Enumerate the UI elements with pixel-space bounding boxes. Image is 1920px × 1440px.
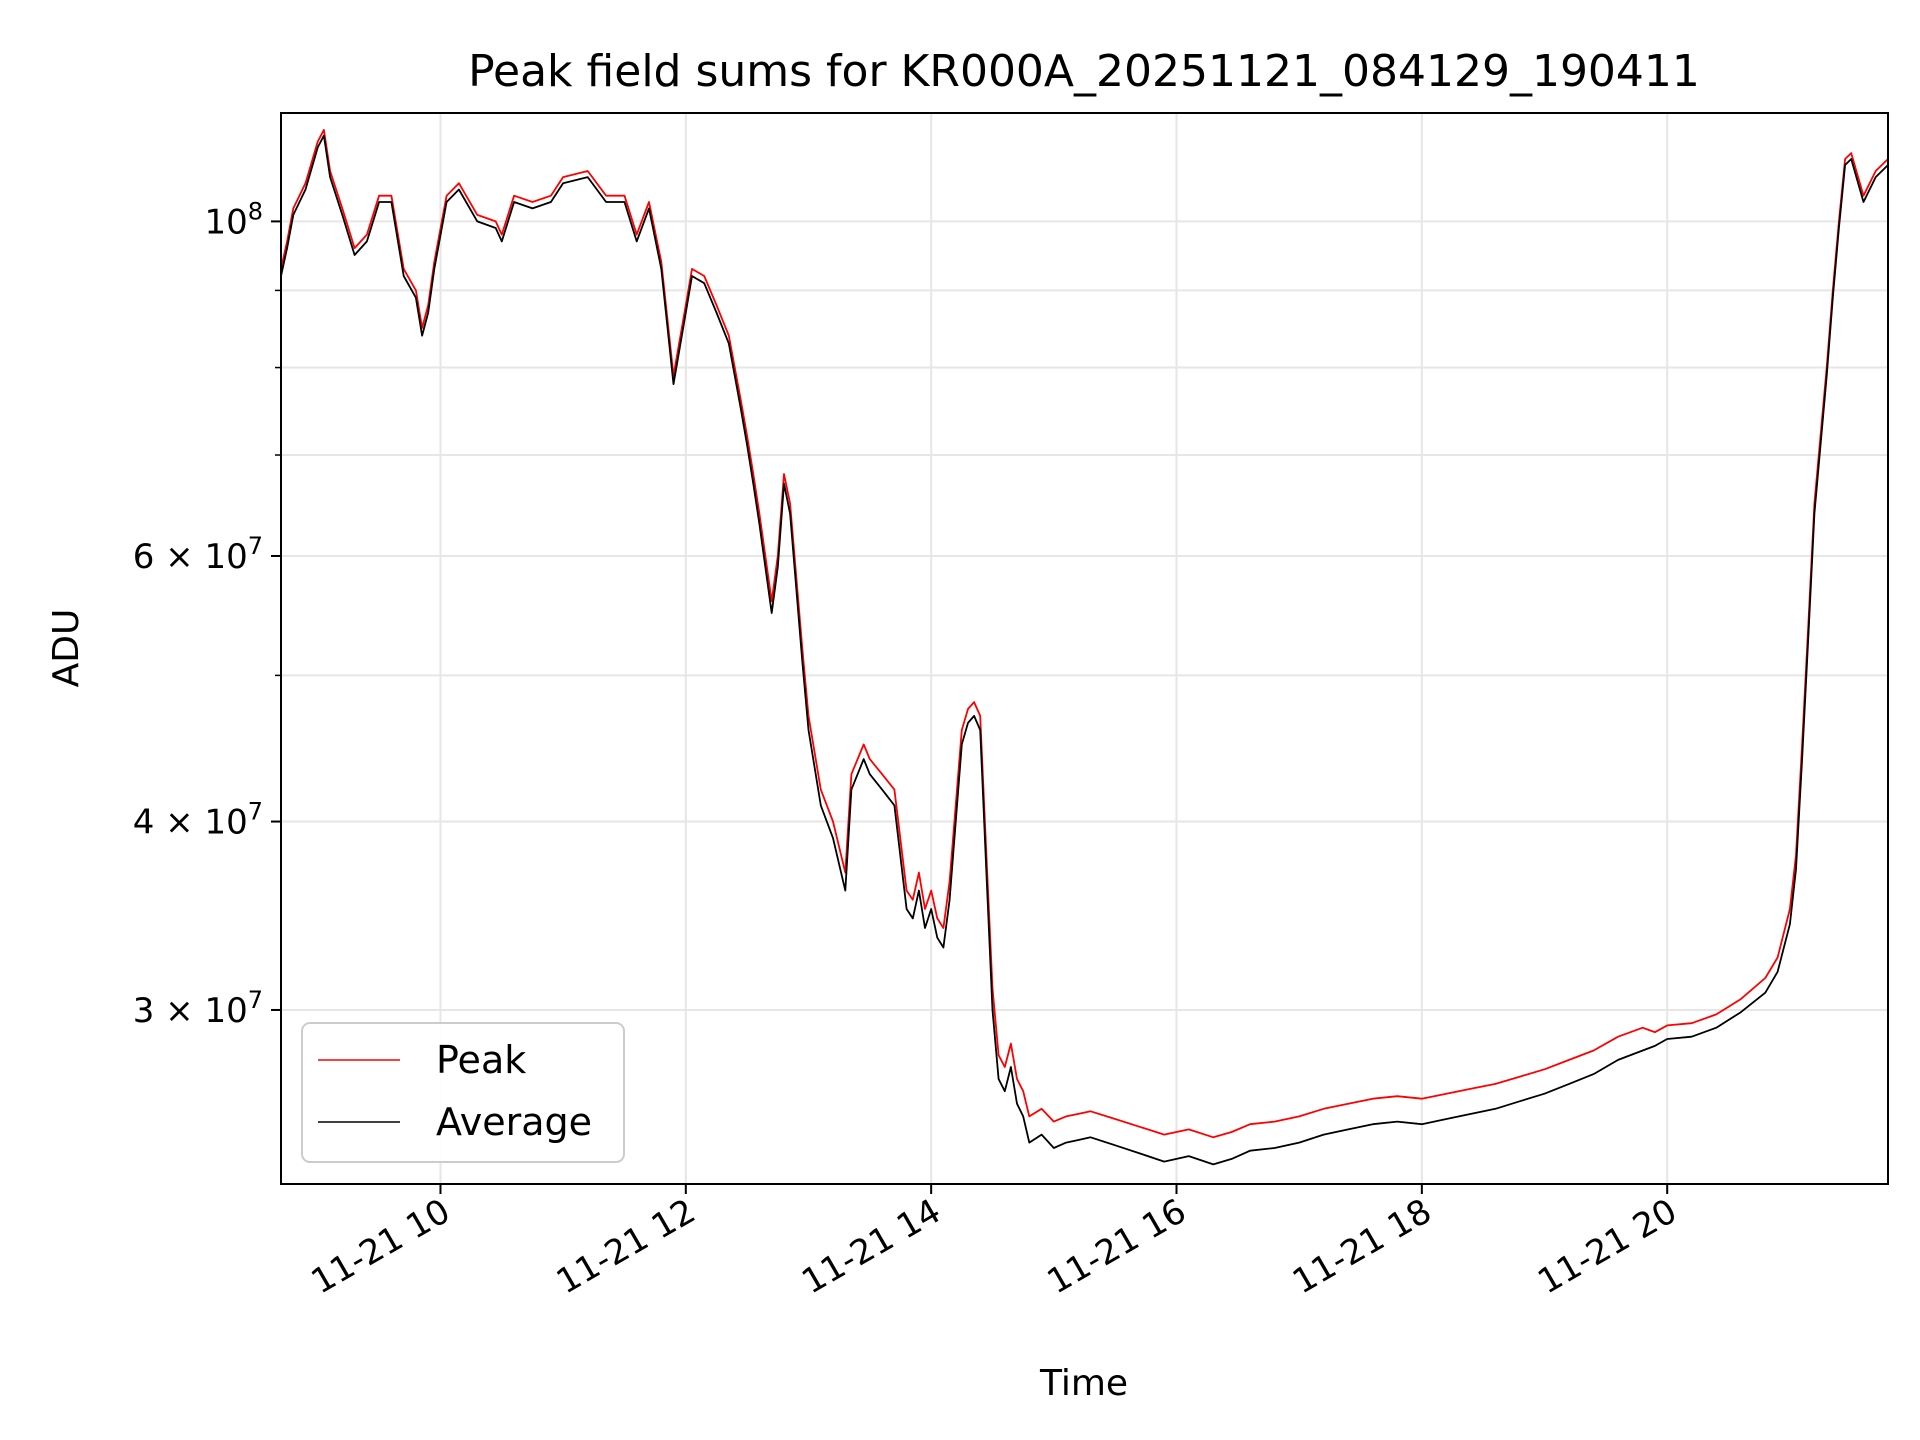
series-layer [280,129,1889,1166]
y-tick-label: 6 × 107 [133,532,263,577]
chart-title: Peak field sums for KR000A_20251121_0841… [468,46,1700,97]
y-tick-label: 108 [204,197,263,242]
plot-frame [280,112,1889,1185]
legend: Peak Average [301,1022,625,1163]
legend-average-label: Average [436,1100,592,1144]
y-axis-label: ADU [46,609,87,688]
legend-box [301,1022,625,1163]
x-axis-label: Time [1039,1363,1128,1404]
y-tick-label: 3 × 107 [133,986,263,1031]
legend-peak-label: Peak [436,1038,526,1082]
y-tick-label: 4 × 107 [133,798,263,843]
series-line-average [280,134,1889,1166]
grid [281,113,1888,1184]
series-line-peak [280,129,1889,1139]
